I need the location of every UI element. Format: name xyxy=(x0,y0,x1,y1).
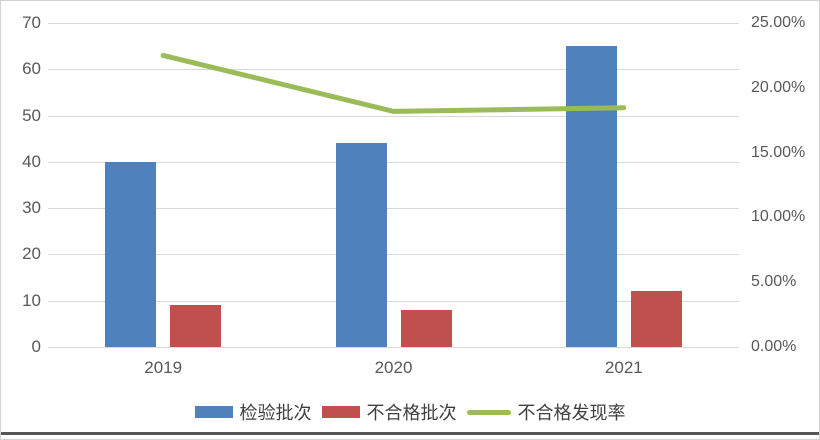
gridline xyxy=(48,69,739,71)
legend-label: 不合格批次 xyxy=(366,403,457,423)
gridline xyxy=(48,347,739,348)
left-tick-label: 40 xyxy=(22,151,41,171)
left-tick-label: 10 xyxy=(22,290,41,310)
right-tick-label: 0.00% xyxy=(751,338,797,355)
right-tick-label: 25.00% xyxy=(751,14,806,31)
category-label-2019: 2019 xyxy=(144,358,183,377)
legend-label: 不合格发现率 xyxy=(517,403,626,423)
right-tick-label: 10.00% xyxy=(751,208,806,226)
right-tick-label: 20.00% xyxy=(751,78,806,96)
right-tick-label: 5.00% xyxy=(751,273,797,291)
left-tick-label: 30 xyxy=(22,198,41,218)
bar-inspection-batches-2020 xyxy=(335,143,387,347)
legend: 检验批次 不合格批次 不合格发现率 xyxy=(1,398,819,426)
bar-unqualified-batches-2019 xyxy=(170,305,222,347)
legend-bar-swatch xyxy=(321,406,360,418)
legend-item-unqualified-batches: 不合格批次 xyxy=(321,399,457,425)
gridline xyxy=(48,115,739,117)
left-tick-label: 60 xyxy=(22,59,41,79)
bar-inspection-batches-2019 xyxy=(105,161,157,347)
bar-unqualified-batches-2021 xyxy=(630,291,682,347)
defect-discovery-rate-line xyxy=(160,52,627,114)
right-tick-label: 15.00% xyxy=(751,143,806,161)
left-tick-label: 0 xyxy=(31,337,41,356)
legend-line-swatch xyxy=(466,409,511,415)
left-tick-label: 70 xyxy=(22,13,41,32)
gridline xyxy=(48,300,739,302)
gridline xyxy=(48,208,739,210)
category-label-2021: 2021 xyxy=(604,358,643,377)
left-tick-label: 50 xyxy=(22,105,41,125)
gridline xyxy=(48,161,739,163)
bottom-rule xyxy=(1,432,819,435)
category-label-2020: 2020 xyxy=(374,358,413,377)
legend-label: 检验批次 xyxy=(239,403,312,423)
bar-unqualified-batches-2020 xyxy=(400,309,452,347)
legend-item-defect-discovery-rate: 不合格发现率 xyxy=(466,399,626,425)
left-tick-label: 20 xyxy=(22,244,41,264)
gridline xyxy=(48,254,739,256)
legend-item-inspection-batches: 检验批次 xyxy=(194,399,312,425)
bar-inspection-batches-2021 xyxy=(565,46,617,347)
gridline xyxy=(48,23,739,24)
legend-bar-swatch xyxy=(194,406,233,418)
